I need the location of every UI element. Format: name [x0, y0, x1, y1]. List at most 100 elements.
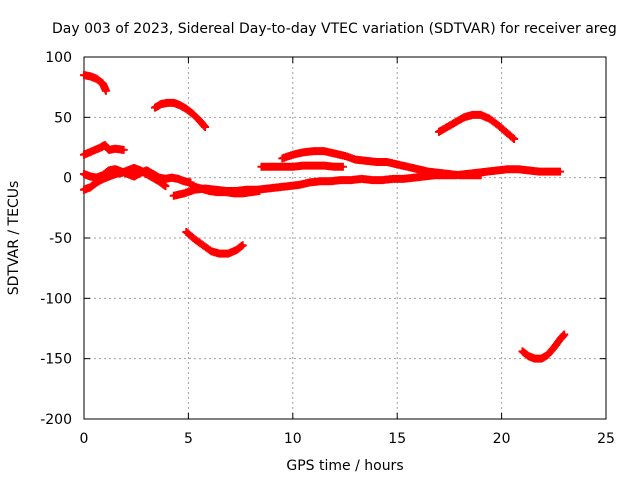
data-point — [108, 169, 111, 172]
data-point — [402, 177, 405, 180]
data-point — [312, 150, 315, 153]
x-tick-label: 15 — [388, 431, 406, 447]
data-point — [454, 121, 457, 124]
data-point — [463, 116, 466, 119]
data-point — [396, 163, 399, 166]
data-point — [323, 150, 326, 153]
data-point — [437, 130, 440, 133]
data-point — [485, 170, 488, 173]
data-point — [538, 170, 541, 173]
data-point — [83, 188, 86, 191]
data-point — [329, 180, 332, 183]
y-tick-label: 50 — [54, 110, 72, 126]
data-point — [176, 177, 179, 180]
chart-background — [0, 0, 640, 480]
data-point — [517, 168, 520, 171]
data-point — [552, 346, 555, 349]
data-point — [139, 169, 142, 172]
data-point — [521, 350, 524, 353]
data-point — [101, 82, 104, 85]
data-point — [291, 165, 294, 168]
data-point — [199, 187, 202, 190]
data-point — [191, 185, 194, 188]
data-point — [281, 165, 284, 168]
data-point — [469, 174, 472, 177]
data-point — [559, 338, 562, 341]
data-point — [339, 179, 342, 182]
data-point — [151, 176, 154, 179]
data-point — [120, 171, 123, 174]
sdtvar-chart: 0 5 10 15 20 25 -200-150-100-50050100 Day 003… — [0, 0, 640, 480]
data-point — [312, 164, 315, 167]
data-point — [153, 106, 156, 109]
data-point — [89, 175, 92, 178]
data-point — [563, 333, 566, 336]
data-point — [166, 101, 169, 104]
data-point — [197, 118, 200, 121]
data-point — [423, 175, 426, 178]
data-point — [122, 148, 125, 151]
y-tick-label: -50 — [49, 231, 72, 247]
chart-title: Day 003 of 2023, Sidereal Day-to-day VTE… — [52, 21, 617, 37]
data-point — [392, 177, 395, 180]
data-point — [104, 89, 107, 92]
data-point — [89, 186, 92, 189]
data-point — [534, 357, 537, 360]
data-point — [83, 74, 86, 77]
data-point — [506, 168, 509, 171]
data-point — [164, 185, 167, 188]
data-point — [406, 165, 409, 168]
data-point — [360, 177, 363, 180]
data-point — [277, 186, 280, 189]
data-point — [224, 191, 227, 194]
data-point — [99, 146, 102, 149]
data-point — [270, 165, 273, 168]
data-point — [233, 192, 236, 195]
data-point — [298, 183, 301, 186]
series-arc-9 — [257, 162, 346, 171]
data-point — [160, 103, 163, 106]
data-point — [227, 252, 230, 255]
data-point — [281, 157, 284, 160]
data-point — [210, 250, 213, 253]
data-point — [158, 180, 161, 183]
data-point — [83, 153, 86, 156]
data-point — [323, 164, 326, 167]
y-tick-label: 100 — [45, 50, 72, 66]
data-point — [496, 123, 499, 126]
data-point — [185, 107, 188, 110]
data-point — [496, 169, 499, 172]
data-point — [412, 176, 415, 179]
data-point — [133, 167, 136, 170]
data-point — [318, 180, 321, 183]
data-point — [208, 189, 211, 192]
data-point — [527, 355, 530, 358]
data-point — [235, 249, 238, 252]
data-point — [216, 191, 219, 194]
data-point — [202, 244, 205, 247]
data-point — [488, 117, 491, 120]
data-point — [95, 181, 98, 184]
data-point — [241, 192, 244, 195]
data-point — [133, 175, 136, 178]
data-point — [504, 130, 507, 133]
data-point — [548, 170, 551, 173]
x-tick-label: 5 — [184, 431, 193, 447]
data-point — [341, 165, 344, 168]
y-tick-label: 0 — [63, 171, 72, 187]
data-point — [437, 171, 440, 174]
data-point — [250, 191, 253, 194]
data-point — [527, 169, 530, 172]
x-tick-label: 20 — [493, 431, 511, 447]
data-point — [427, 170, 430, 173]
data-point — [172, 194, 175, 197]
data-point — [185, 230, 188, 233]
data-point — [103, 144, 106, 147]
data-point — [350, 179, 353, 182]
data-point — [114, 173, 117, 176]
y-axis-label: SDTVAR / TECUs — [6, 181, 22, 296]
data-point — [108, 148, 111, 151]
data-point — [446, 125, 449, 128]
data-point — [266, 187, 269, 190]
data-point — [191, 112, 194, 115]
